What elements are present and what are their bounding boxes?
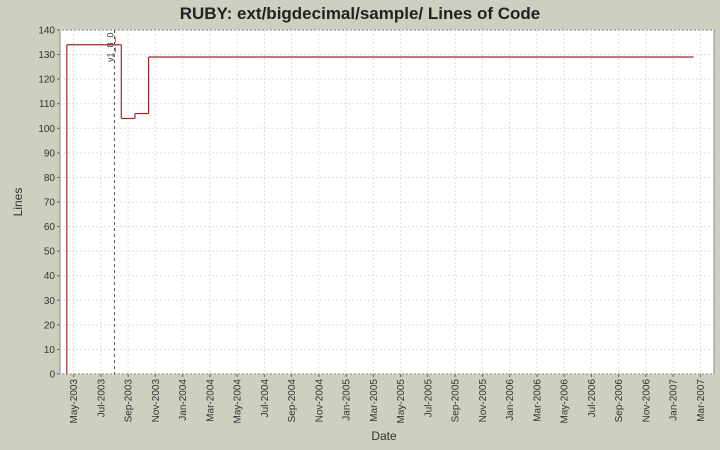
- y-tick-label: 60: [44, 222, 56, 233]
- plot-area: [59, 29, 715, 375]
- x-tick-label: May-2006: [560, 379, 571, 424]
- x-tick-label: Sep-2006: [614, 379, 625, 423]
- x-tick-label: Nov-2003: [151, 379, 162, 423]
- annotation-label: v1_8_0: [106, 32, 116, 62]
- x-tick-label: Mar-2007: [696, 379, 707, 422]
- x-tick-label: May-2004: [233, 379, 244, 424]
- y-tick-label: 40: [44, 271, 56, 282]
- x-tick-label: Jul-2006: [587, 379, 598, 418]
- y-axis-label: Lines: [11, 188, 25, 217]
- x-tick-label: Jan-2005: [342, 379, 353, 421]
- x-tick-label: Sep-2003: [124, 379, 135, 423]
- y-tick-label: 10: [44, 345, 56, 356]
- y-tick-label: 110: [39, 99, 55, 110]
- x-tick-label: Jul-2005: [423, 379, 434, 418]
- y-tick-label: 50: [44, 247, 56, 258]
- x-tick-label: Jul-2004: [260, 379, 271, 418]
- x-tick-label: Jan-2007: [669, 379, 680, 421]
- x-tick-label: Sep-2005: [451, 379, 462, 423]
- x-axis-label: Date: [371, 429, 397, 443]
- y-tick-label: 80: [44, 173, 56, 184]
- y-tick-label: 90: [44, 148, 56, 159]
- chart-title: RUBY: ext/bigdecimal/sample/ Lines of Co…: [180, 4, 541, 23]
- y-tick-label: 120: [38, 75, 55, 86]
- y-tick-label: 20: [44, 320, 56, 331]
- x-tick-label: Jan-2006: [505, 379, 516, 421]
- y-tick-label: 30: [44, 296, 56, 307]
- x-tick-label: Nov-2005: [478, 379, 489, 423]
- x-tick-label: Mar-2005: [369, 379, 380, 422]
- y-tick-label: 70: [44, 198, 56, 209]
- y-tick-label: 100: [38, 124, 55, 135]
- x-tick-label: Nov-2004: [314, 379, 325, 423]
- x-tick-label: Mar-2004: [205, 379, 216, 422]
- x-tick-label: Jan-2004: [178, 379, 189, 421]
- x-tick-label: Jul-2003: [96, 379, 107, 418]
- y-tick-label: 140: [38, 26, 55, 37]
- y-tick-label: 0: [49, 370, 55, 381]
- x-tick-label: May-2005: [396, 379, 407, 424]
- x-tick-label: Nov-2006: [641, 379, 652, 423]
- x-tick-label: Sep-2004: [287, 379, 298, 423]
- y-tick-label: 130: [38, 50, 55, 61]
- x-tick-label: Mar-2006: [532, 379, 543, 422]
- x-tick-label: May-2003: [69, 379, 80, 424]
